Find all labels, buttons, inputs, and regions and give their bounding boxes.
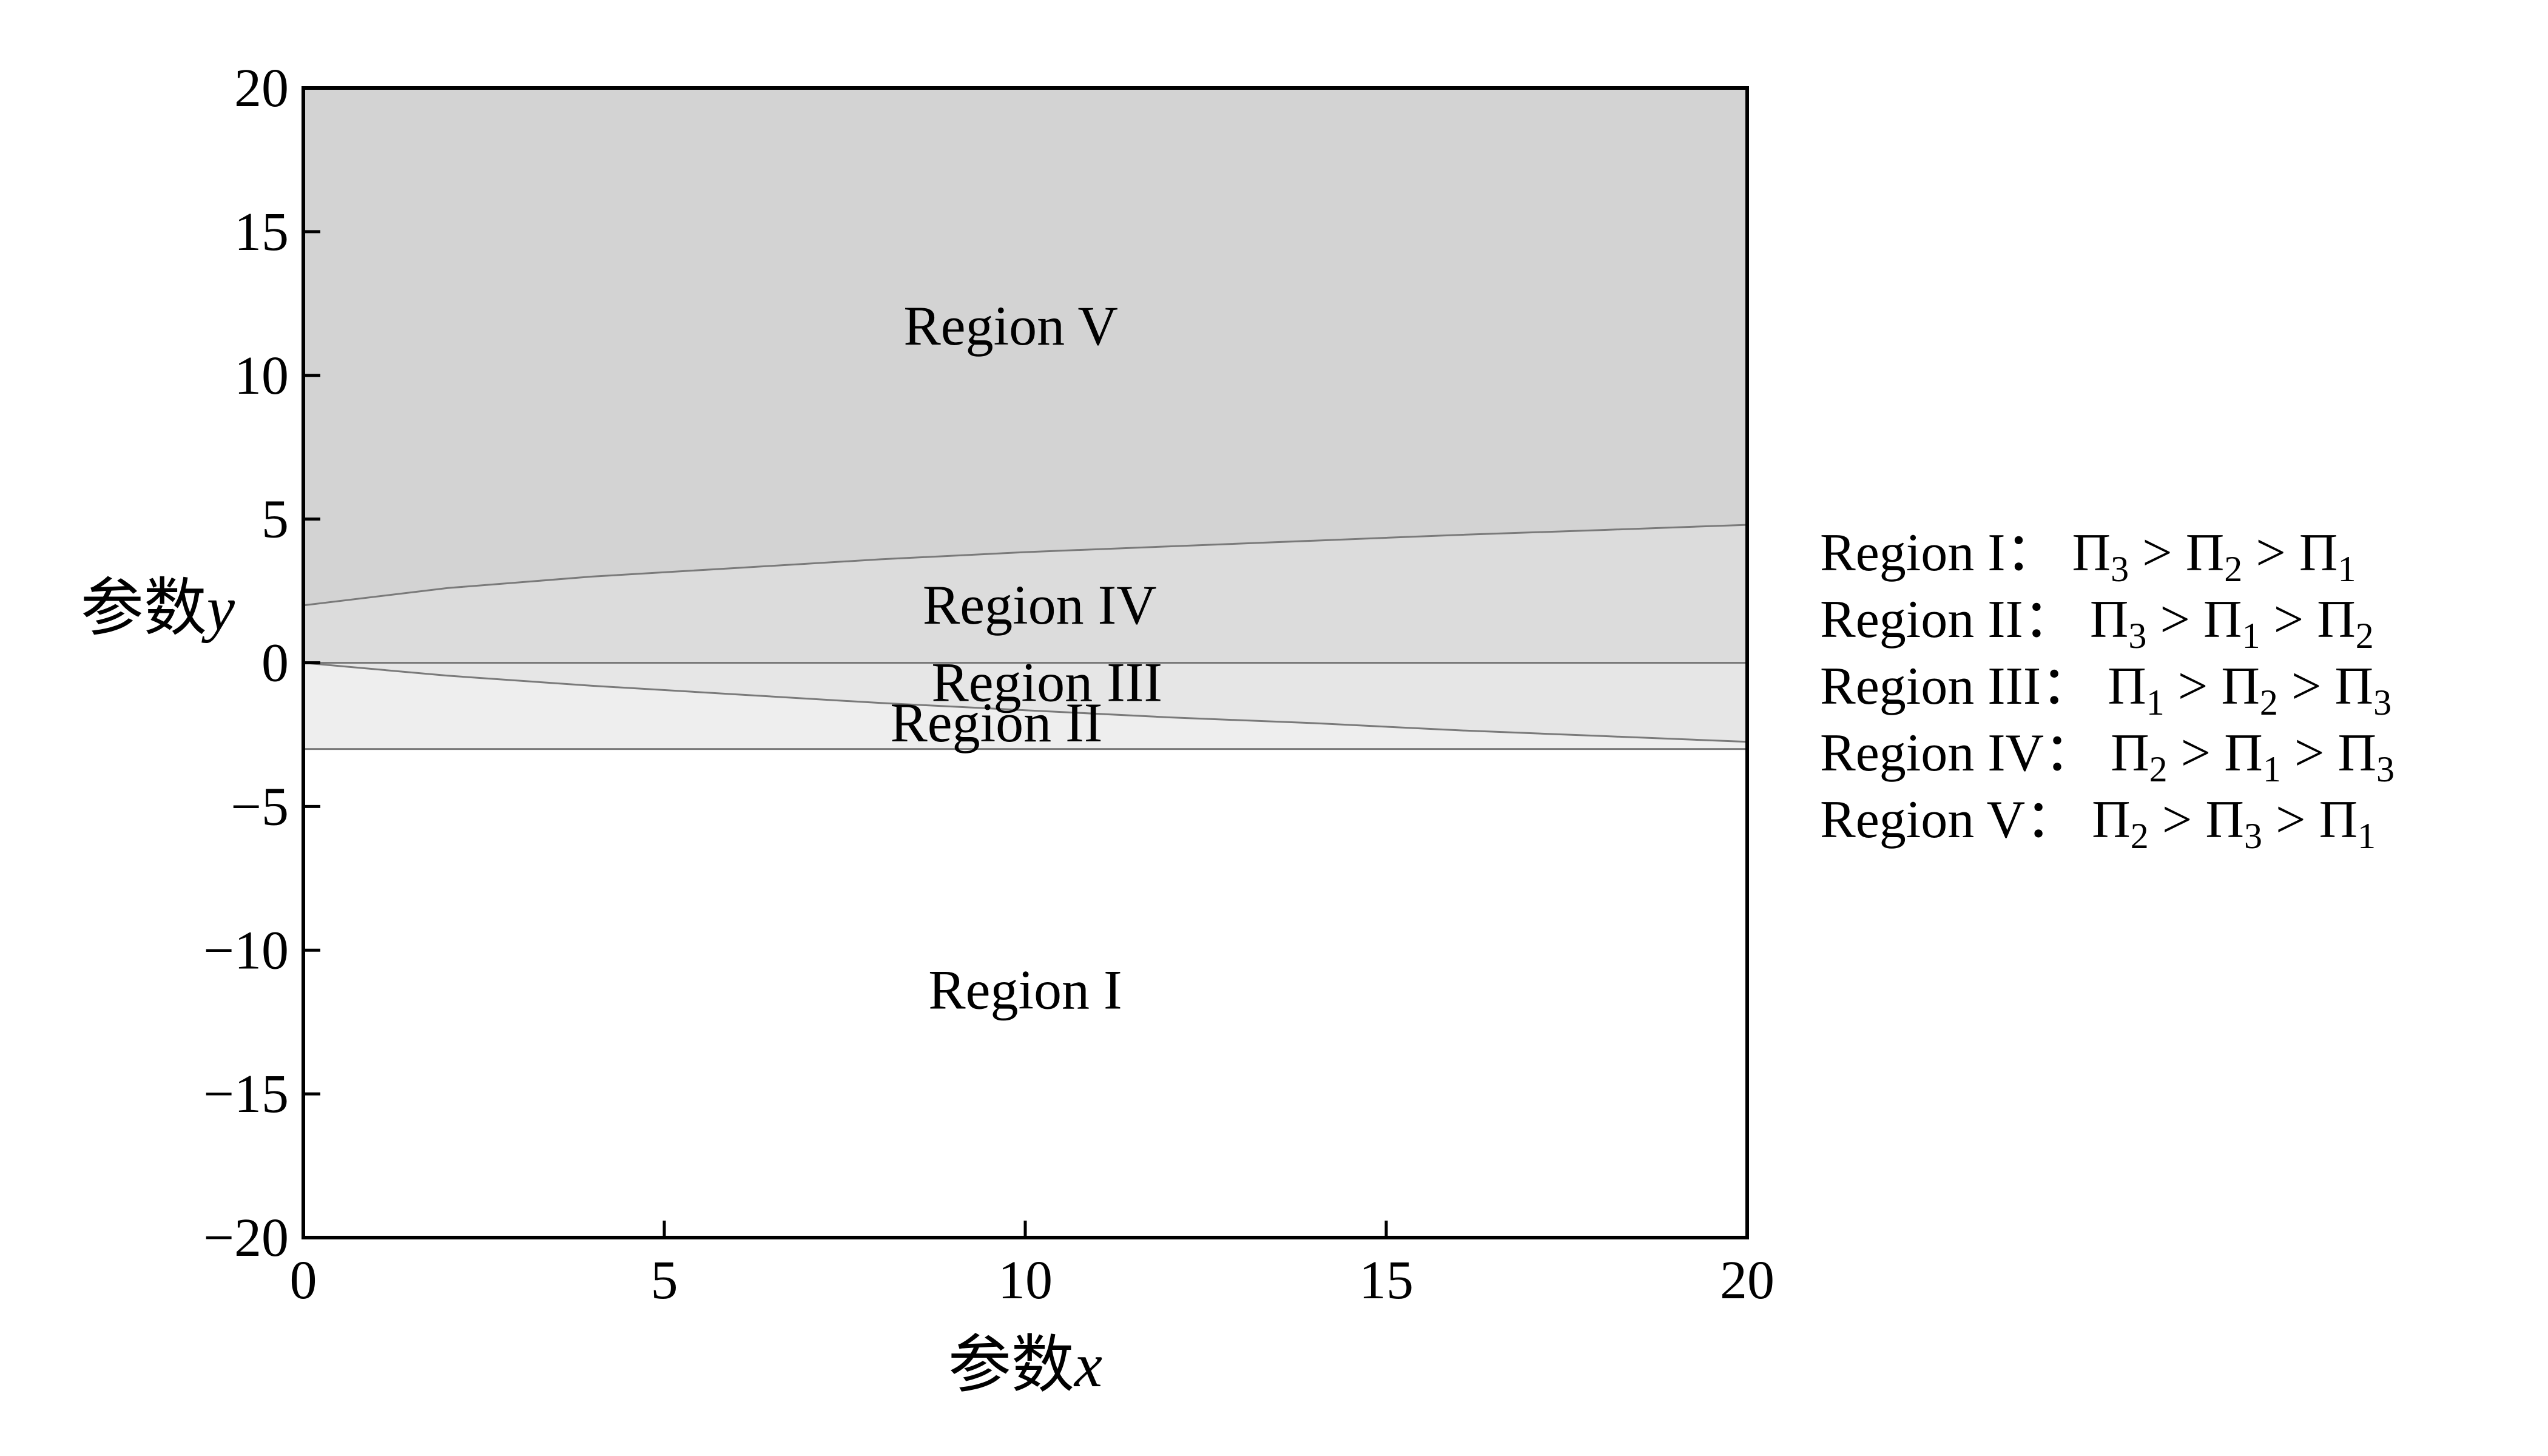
region-label-ii: Region II [890, 692, 1102, 753]
legend-subscript: 1 [2337, 549, 2356, 589]
region-label-i: Region I [928, 959, 1122, 1021]
x-axis-label-var: x [1073, 1330, 1102, 1400]
y-tick-label: −10 [203, 920, 289, 980]
y-axis-label: 参数y [81, 574, 235, 644]
region-boundaries [303, 524, 1748, 750]
legend-entry: Region IV： Π2 > Π1 > Π3 [1820, 724, 2395, 789]
legend-pi-symbol: Π [2299, 524, 2338, 582]
legend-subscript: 3 [2244, 816, 2262, 856]
legend-pi-symbol: Π [2108, 657, 2146, 716]
legend-pi-symbol: Π [2221, 657, 2260, 716]
legend-entry-label: Region I： [1820, 524, 2072, 582]
legend-relation: > [2281, 724, 2338, 783]
legend-pi-symbol: Π [2319, 790, 2358, 849]
legend-subscript: 3 [2373, 682, 2391, 723]
y-tick-label: 5 [261, 490, 289, 550]
legend-pi-symbol: Π [2111, 724, 2149, 783]
legend-pi-symbol: Π [2337, 724, 2376, 783]
legend-subscript: 1 [2263, 749, 2281, 789]
legend-entry-label: Region IV： [1820, 724, 2111, 783]
axis-ticks: 0 5 10 15 20 20 15 10 5 0 −5 −10 −15 −20 [203, 58, 1774, 1310]
legend-subscript: 2 [2260, 682, 2278, 723]
boundary-upper [303, 524, 1748, 607]
y-axis-label-prefix: 参数 [81, 574, 207, 644]
legend-relation: > [2262, 790, 2319, 849]
y-axis-label-var: y [201, 574, 235, 644]
y-tick-label: 20 [234, 58, 289, 118]
legend-relation: > [2129, 524, 2186, 582]
legend-subscript: 3 [2128, 616, 2146, 656]
x-axis-label-prefix: 参数 [948, 1330, 1074, 1400]
legend-relation: > [2165, 657, 2222, 716]
y-tick-label: 15 [234, 202, 289, 262]
legend-relation: > [2260, 590, 2317, 649]
legend-relation: > [2242, 524, 2299, 582]
y-tick-label: 10 [234, 346, 289, 406]
legend-pi-symbol: Π [2090, 590, 2129, 649]
legend-subscript: 1 [2358, 816, 2376, 856]
legend-entry-label: Region V： [1820, 790, 2092, 849]
region-iv-fill [303, 525, 1747, 663]
x-tick-label: 15 [1359, 1250, 1414, 1310]
legend-pi-symbol: Π [2317, 590, 2356, 649]
x-tick-label: 10 [998, 1250, 1053, 1310]
y-tick-label: −5 [231, 777, 289, 837]
legend-subscript: 2 [2149, 749, 2168, 789]
legend-pi-symbol: Π [2224, 724, 2263, 783]
legend-pi-symbol: Π [2335, 657, 2374, 716]
region-v-fill [303, 88, 1747, 605]
y-tick-label: 0 [261, 633, 289, 693]
x-tick-label: 20 [1720, 1250, 1774, 1310]
legend-subscript: 2 [2131, 816, 2149, 856]
region-iii-fill [303, 662, 1747, 742]
legend-relation: > [2146, 590, 2203, 649]
legend-relation: > [2278, 657, 2335, 716]
region-label-iii: Region III [931, 652, 1162, 713]
boundary-middle [303, 662, 1748, 743]
legend-entry: Region V： Π2 > Π3 > Π1 [1820, 790, 2376, 856]
region-label-v: Region V [903, 295, 1118, 357]
legend-pi-symbol: Π [2072, 524, 2111, 582]
legend-subscript: 3 [2111, 549, 2129, 589]
legend-relation: > [2149, 790, 2206, 849]
legend-pi-symbol: Π [2186, 524, 2225, 582]
legend-entry: Region III： Π1 > Π2 > Π3 [1820, 657, 2391, 723]
legend-entry-label: Region II： [1820, 590, 2090, 649]
x-tick-label: 5 [651, 1250, 678, 1310]
legend-subscript: 2 [2356, 616, 2374, 656]
x-axis-label: 参数x [948, 1330, 1102, 1400]
legend-pi-symbol: Π [2205, 790, 2244, 849]
legend-entry-label: Region III： [1820, 657, 2108, 716]
legend-entry: Region II： Π3 > Π1 > Π2 [1820, 590, 2374, 656]
legend-subscript: 1 [2242, 616, 2260, 656]
legend-subscript: 1 [2146, 682, 2165, 723]
region-fills [303, 88, 1747, 1238]
region-i-fill [303, 749, 1747, 1238]
legend-subscript: 3 [2376, 749, 2395, 789]
region-label-iv: Region IV [923, 574, 1157, 636]
x-tick-label: 0 [290, 1250, 317, 1310]
legend-relation: > [2168, 724, 2225, 783]
y-tick-label: −15 [203, 1064, 289, 1124]
y-tick-label: −20 [203, 1208, 289, 1268]
legend-subscript: 2 [2224, 549, 2242, 589]
legend-pi-symbol: Π [2203, 590, 2242, 649]
legend-pi-symbol: Π [2092, 790, 2131, 849]
legend-entry: Region I： Π3 > Π2 > Π1 [1820, 524, 2356, 589]
